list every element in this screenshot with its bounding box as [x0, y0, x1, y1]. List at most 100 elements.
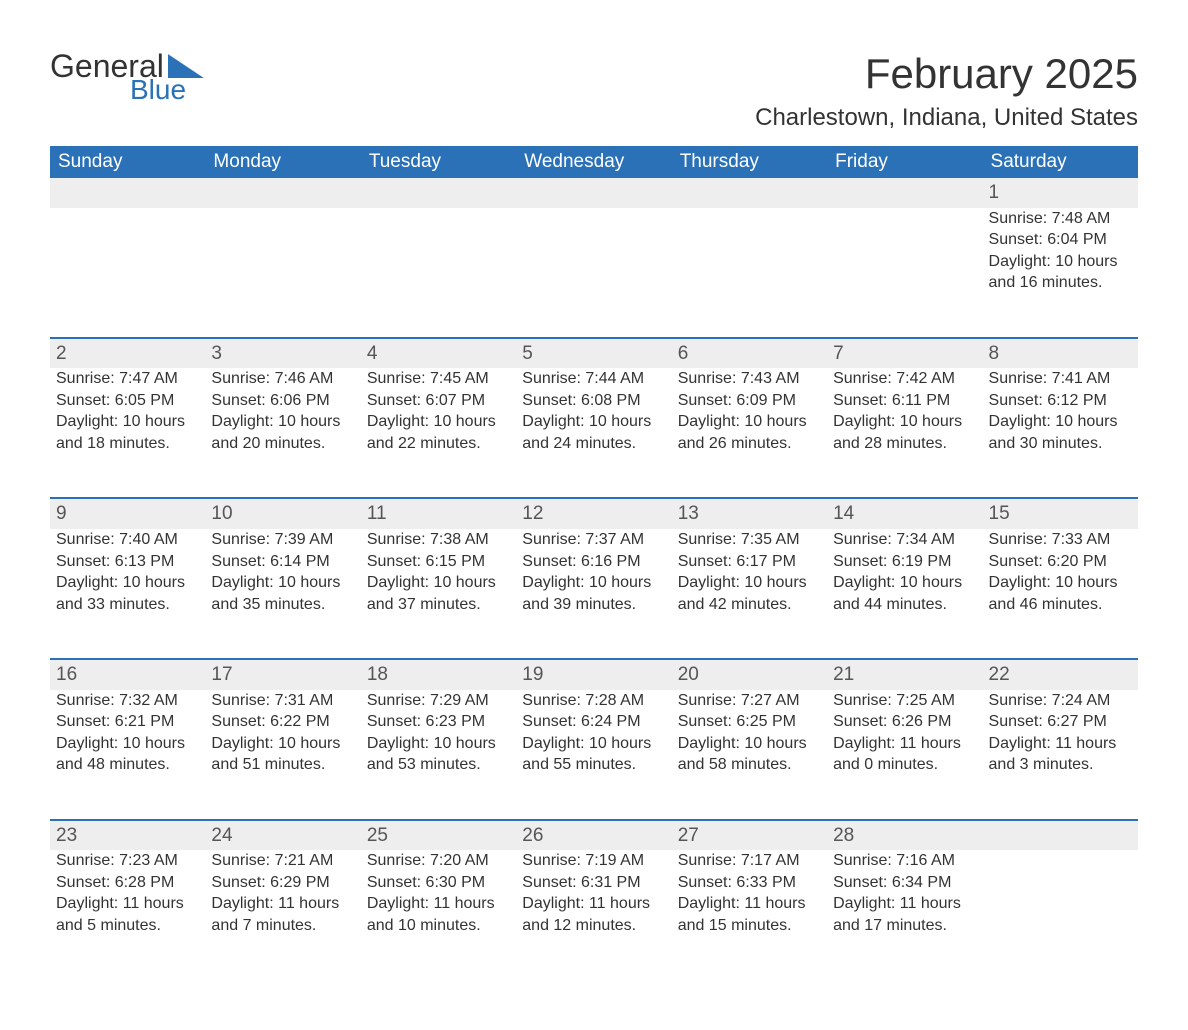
- sunset-line: Sunset: 6:07 PM: [367, 390, 508, 412]
- day-cell: [361, 208, 516, 338]
- daylight-line: Daylight: 11 hours and 0 minutes.: [833, 733, 974, 776]
- sunrise-line: Sunrise: 7:44 AM: [522, 368, 663, 390]
- daylight-line: Daylight: 10 hours and 51 minutes.: [211, 733, 352, 776]
- day-number-cell: 22: [983, 659, 1138, 690]
- day-number-cell: 12: [516, 498, 671, 529]
- day-number-cell: 24: [205, 820, 360, 851]
- sunset-line: Sunset: 6:15 PM: [367, 551, 508, 573]
- day-cell: Sunrise: 7:16 AMSunset: 6:34 PMDaylight:…: [827, 850, 982, 980]
- day-cell: Sunrise: 7:34 AMSunset: 6:19 PMDaylight:…: [827, 529, 982, 659]
- sunrise-line: Sunrise: 7:43 AM: [678, 368, 819, 390]
- weekday-header: Wednesday: [516, 146, 671, 178]
- sunrise-line: Sunrise: 7:38 AM: [367, 529, 508, 551]
- daylight-line: Daylight: 10 hours and 55 minutes.: [522, 733, 663, 776]
- day-number-cell: 28: [827, 820, 982, 851]
- day-number-cell: 27: [672, 820, 827, 851]
- weekday-header: Friday: [827, 146, 982, 178]
- day-number-cell: 15: [983, 498, 1138, 529]
- sunset-line: Sunset: 6:26 PM: [833, 711, 974, 733]
- day-cell: [516, 208, 671, 338]
- day-number-cell: 13: [672, 498, 827, 529]
- day-cell: Sunrise: 7:40 AMSunset: 6:13 PMDaylight:…: [50, 529, 205, 659]
- weekday-header: Saturday: [983, 146, 1138, 178]
- day-cell: Sunrise: 7:48 AMSunset: 6:04 PMDaylight:…: [983, 208, 1138, 338]
- sunrise-line: Sunrise: 7:28 AM: [522, 690, 663, 712]
- day-content-row: Sunrise: 7:47 AMSunset: 6:05 PM Daylight:…: [50, 368, 1138, 498]
- day-number-cell: [516, 178, 671, 208]
- day-number-cell: 8: [983, 338, 1138, 369]
- sunrise-line: Sunrise: 7:47 AM: [56, 368, 197, 390]
- day-cell: Sunrise: 7:44 AMSunset: 6:08 PMDaylight:…: [516, 368, 671, 498]
- sunrise-line: Sunrise: 7:33 AM: [989, 529, 1130, 551]
- sunrise-line: Sunrise: 7:45 AM: [367, 368, 508, 390]
- daylight-line: Daylight: 10 hours and 30 minutes.: [989, 411, 1130, 454]
- day-number-cell: 5: [516, 338, 671, 369]
- daylight-line: Daylight: 11 hours and 7 minutes.: [211, 893, 352, 936]
- weekday-header: Thursday: [672, 146, 827, 178]
- day-cell: Sunrise: 7:35 AMSunset: 6:17 PMDaylight:…: [672, 529, 827, 659]
- day-cell: Sunrise: 7:47 AMSunset: 6:05 PMDaylight:…: [50, 368, 205, 498]
- daylight-line: Daylight: 10 hours and 35 minutes.: [211, 572, 352, 615]
- day-number-cell: 23: [50, 820, 205, 851]
- daylight-line: Daylight: 11 hours and 10 minutes.: [367, 893, 508, 936]
- sunset-line: Sunset: 6:22 PM: [211, 711, 352, 733]
- day-number-cell: 3: [205, 338, 360, 369]
- day-number-row: 2345678: [50, 338, 1138, 369]
- sunrise-line: Sunrise: 7:32 AM: [56, 690, 197, 712]
- brand-word-2: Blue: [130, 76, 204, 104]
- day-number-cell: 18: [361, 659, 516, 690]
- daylight-line: Daylight: 10 hours and 20 minutes.: [211, 411, 352, 454]
- day-number-cell: 25: [361, 820, 516, 851]
- sunset-line: Sunset: 6:33 PM: [678, 872, 819, 894]
- sunrise-line: Sunrise: 7:17 AM: [678, 850, 819, 872]
- day-number-cell: 11: [361, 498, 516, 529]
- day-number-cell: 1: [983, 178, 1138, 208]
- location-label: Charlestown, Indiana, United States: [755, 104, 1138, 132]
- daylight-line: Daylight: 11 hours and 3 minutes.: [989, 733, 1130, 776]
- day-number-cell: 6: [672, 338, 827, 369]
- daylight-line: Daylight: 11 hours and 12 minutes.: [522, 893, 663, 936]
- daylight-line: Daylight: 10 hours and 24 minutes.: [522, 411, 663, 454]
- day-number-cell: 16: [50, 659, 205, 690]
- day-number-cell: [827, 178, 982, 208]
- sunrise-line: Sunrise: 7:25 AM: [833, 690, 974, 712]
- sunset-line: Sunset: 6:30 PM: [367, 872, 508, 894]
- sunrise-line: Sunrise: 7:41 AM: [989, 368, 1130, 390]
- day-cell: Sunrise: 7:21 AMSunset: 6:29 PMDaylight:…: [205, 850, 360, 980]
- sunset-line: Sunset: 6:13 PM: [56, 551, 197, 573]
- day-cell: Sunrise: 7:42 AMSunset: 6:11 PMDaylight:…: [827, 368, 982, 498]
- brand-flag-icon: [168, 54, 204, 78]
- day-cell: Sunrise: 7:23 AMSunset: 6:28 PMDaylight:…: [50, 850, 205, 980]
- sunrise-line: Sunrise: 7:37 AM: [522, 529, 663, 551]
- day-cell: Sunrise: 7:29 AMSunset: 6:23 PMDaylight:…: [361, 690, 516, 820]
- sunrise-line: Sunrise: 7:27 AM: [678, 690, 819, 712]
- day-number-cell: 19: [516, 659, 671, 690]
- daylight-line: Daylight: 11 hours and 15 minutes.: [678, 893, 819, 936]
- day-content-row: Sunrise: 7:23 AMSunset: 6:28 PMDaylight:…: [50, 850, 1138, 980]
- daylight-line: Daylight: 10 hours and 39 minutes.: [522, 572, 663, 615]
- day-cell: [827, 208, 982, 338]
- sunrise-line: Sunrise: 7:29 AM: [367, 690, 508, 712]
- daylight-line: Daylight: 10 hours and 58 minutes.: [678, 733, 819, 776]
- sunset-line: Sunset: 6:34 PM: [833, 872, 974, 894]
- sunset-line: Sunset: 6:27 PM: [989, 711, 1130, 733]
- sunset-line: Sunset: 6:23 PM: [367, 711, 508, 733]
- sunrise-line: Sunrise: 7:40 AM: [56, 529, 197, 551]
- sunrise-line: Sunrise: 7:46 AM: [211, 368, 352, 390]
- day-number-row: 1: [50, 178, 1138, 208]
- day-number-cell: 26: [516, 820, 671, 851]
- day-cell: [50, 208, 205, 338]
- day-number-cell: 9: [50, 498, 205, 529]
- day-cell: Sunrise: 7:37 AMSunset: 6:16 PMDaylight:…: [516, 529, 671, 659]
- day-number-cell: 14: [827, 498, 982, 529]
- daylight-line: Daylight: 10 hours and 26 minutes.: [678, 411, 819, 454]
- day-cell: Sunrise: 7:20 AMSunset: 6:30 PMDaylight:…: [361, 850, 516, 980]
- day-cell: Sunrise: 7:38 AMSunset: 6:15 PMDaylight:…: [361, 529, 516, 659]
- sunrise-line: Sunrise: 7:16 AM: [833, 850, 974, 872]
- day-number-cell: [983, 820, 1138, 851]
- sunset-line: Sunset: 6:05 PM: [56, 390, 197, 412]
- sunset-line: Sunset: 6:25 PM: [678, 711, 819, 733]
- day-content-row: Sunrise: 7:48 AMSunset: 6:04 PMDaylight:…: [50, 208, 1138, 338]
- sunrise-line: Sunrise: 7:42 AM: [833, 368, 974, 390]
- day-number-cell: [50, 178, 205, 208]
